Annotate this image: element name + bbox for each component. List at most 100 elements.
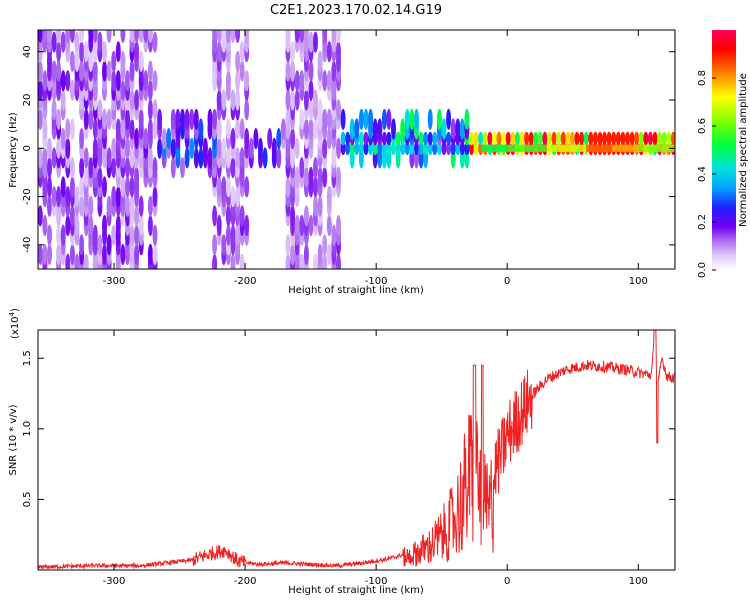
heatmap-cell (299, 157, 305, 179)
heatmap-cell (423, 131, 429, 146)
heatmap-cell (482, 131, 488, 146)
heatmap-cell (152, 31, 158, 53)
heatmap-cell (313, 157, 318, 179)
heatmap-cell (111, 50, 117, 72)
heatmap-cell (436, 141, 442, 156)
heatmap-cell (152, 186, 158, 208)
heatmap-cell (322, 253, 328, 269)
heatmap-cell (244, 176, 250, 198)
heatmap-cell (147, 118, 153, 140)
heatmap-cell (381, 108, 387, 130)
heatmap-cell (207, 147, 213, 169)
heatmap-cell (193, 147, 199, 169)
heatmap-cell (189, 137, 195, 159)
heatmap-cell (496, 131, 502, 146)
heatmap-cell (492, 131, 497, 146)
heatmap-cell (285, 234, 291, 256)
heatmap-cell (115, 41, 121, 63)
heatmap-cell (313, 253, 318, 269)
heatmap-cell (303, 89, 309, 111)
heatmap-cell (625, 131, 630, 146)
heatmap-cell (620, 131, 626, 146)
heatmap-cell (258, 137, 263, 159)
heatmap-cell (147, 30, 153, 43)
snr-x-tick-label: -100 (365, 576, 388, 587)
heatmap-cell (60, 31, 66, 53)
heatmap-cell (450, 118, 456, 140)
heatmap-cell (106, 30, 112, 43)
heatmap-cell (469, 141, 474, 156)
heatmap-cell (294, 89, 300, 111)
heatmap-cell (216, 176, 222, 198)
figure-title: C2E1.2023.170.02.14.G19 (270, 3, 442, 18)
heatmap-y-tick-label: 40 (22, 45, 33, 58)
heatmap-cell (56, 108, 62, 130)
heatmap-cell (42, 118, 48, 140)
snr-frame (37, 329, 676, 571)
heatmap-cell (414, 108, 419, 130)
heatmap-cell (244, 70, 250, 92)
heatmap-cell (602, 131, 607, 146)
heatmap-cell (120, 79, 126, 101)
heatmap-cell (88, 195, 94, 217)
colorbar-tick-label: 0.6 (697, 118, 708, 134)
heatmap-cell (97, 166, 103, 188)
heatmap-cell (331, 147, 337, 169)
heatmap-cell (358, 141, 364, 156)
heatmap-y-label: Frequency (Hz) (8, 112, 19, 188)
snr-exp-base: (x10 (10, 316, 21, 339)
heatmap-cell (372, 118, 378, 140)
heatmap-cell (524, 131, 530, 146)
heatmap-cell (230, 253, 236, 269)
snr-x-tick-label: -300 (103, 576, 126, 587)
heatmap-cell (377, 118, 383, 140)
heatmap-cell (38, 79, 43, 101)
heatmap-cell (363, 131, 369, 146)
heatmap-cell (69, 157, 75, 179)
heatmap-cell (83, 147, 89, 169)
snr-series-line (38, 330, 675, 570)
heatmap-cell (102, 214, 107, 237)
heatmap-cell (459, 118, 465, 140)
heatmap-cell (285, 60, 291, 82)
heatmap-cell (38, 108, 43, 130)
heatmap-cell (147, 79, 153, 101)
heatmap-cell (120, 50, 126, 72)
heatmap-cell (152, 70, 158, 92)
heatmap-cell (79, 157, 85, 179)
heatmap-cell (47, 195, 52, 217)
heatmap-x-tick-label: 100 (629, 276, 648, 287)
snr-y-exponent: (x104) (8, 308, 21, 339)
heatmap-cells (38, 30, 675, 269)
heatmap-cell (313, 31, 318, 53)
heatmap-cell (537, 131, 543, 146)
heatmap-cell (285, 30, 291, 43)
heatmap-cell (455, 118, 461, 140)
heatmap-cell (230, 128, 236, 150)
heatmap-x-tick-label: 0 (504, 276, 510, 287)
svg-text:(x104): (x104) (8, 308, 21, 339)
heatmap-cell (313, 118, 318, 140)
heatmap-cell (225, 224, 231, 246)
heatmap-cell (129, 89, 135, 111)
heatmap-cell (216, 89, 222, 111)
heatmap-cell (326, 41, 332, 63)
heatmap-cell (47, 137, 52, 159)
heatmap-cell (464, 141, 470, 156)
heatmap-cell (597, 131, 603, 146)
snr-y-label: SNR (10 * v/v) (8, 404, 19, 475)
heatmap-cell (280, 118, 286, 140)
heatmap-cell (120, 176, 126, 198)
heatmap-cell (56, 60, 62, 82)
heatmap-cell (51, 31, 57, 53)
heatmap-cell (423, 141, 429, 156)
heatmap-cell (115, 118, 121, 140)
heatmap-cell (230, 30, 236, 43)
heatmap-cell (69, 50, 75, 72)
heatmap-cell (225, 30, 231, 43)
heatmap-cell (47, 30, 52, 43)
heatmap-cell (395, 131, 401, 146)
heatmap-cell (368, 108, 374, 130)
heatmap-cell (69, 118, 75, 140)
heatmap-cell (326, 128, 332, 150)
